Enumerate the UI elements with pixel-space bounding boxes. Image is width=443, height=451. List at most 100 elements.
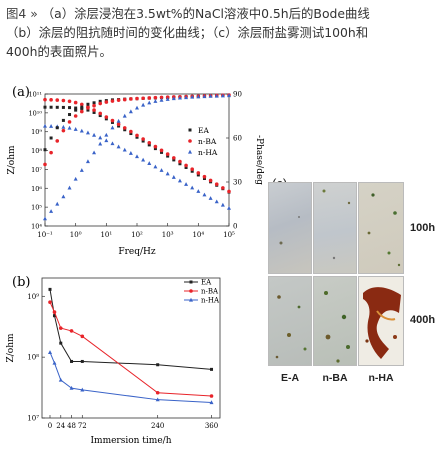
bode-point-n-BA-phase — [159, 95, 164, 100]
bode-point-EA-z — [196, 173, 200, 177]
bode-point-EA-phase — [74, 108, 78, 112]
bode-point-n-HA-z — [92, 132, 97, 137]
bode-point-n-BA-phase — [141, 96, 145, 101]
time-frame — [41, 277, 221, 419]
bode-point-EA-phase — [98, 99, 102, 103]
bode-point-n-BA-phase — [55, 139, 60, 143]
col-label-ea: E-A — [280, 372, 300, 384]
bode-legend-label: n-HA — [198, 148, 218, 157]
time-xtick-label: 0 — [48, 422, 52, 430]
bode-point-n-HA-z — [85, 130, 90, 135]
bode-point-n-BA-z — [122, 126, 127, 130]
bode-point-n-HA-phase — [214, 93, 219, 98]
bode-point-EA-z — [43, 105, 47, 109]
bode-point-n-BA-z — [80, 102, 84, 107]
caption-line-1: 图4 » （a）涂层浸泡在3.5wt%的NaCl溶液中0.5h后的Bode曲线 — [6, 4, 438, 23]
bode-xtick-label: 10⁰ — [70, 231, 82, 239]
bode-point-EA-phase — [55, 126, 59, 130]
time-point-n-HA — [48, 350, 52, 354]
bode-point-n-HA-z — [141, 157, 146, 162]
bode-point-n-HA-z — [79, 128, 84, 133]
time-xtick-label: 72 — [78, 422, 87, 430]
bode-point-n-BA-z — [73, 100, 78, 105]
bode-point-n-HA-z — [202, 192, 207, 197]
bode-point-n-BA-z — [49, 98, 53, 102]
bode-y2tick-label: 30 — [233, 179, 242, 187]
bode-legend: EA n-BA n-HA — [188, 126, 218, 157]
bode-point-n-HA-z — [190, 185, 195, 190]
bode-point-n-BA-z — [172, 156, 176, 160]
bode-point-n-HA-phase — [73, 176, 78, 181]
bode-ytick-label: 10⁷ — [31, 166, 42, 174]
time-point-n-HA — [155, 397, 160, 402]
bode-point-n-HA-z — [104, 138, 109, 143]
bode-point-EA-phase — [86, 102, 90, 106]
bode-point-EA-z — [98, 114, 102, 118]
bode-point-n-BA-phase — [86, 106, 90, 110]
bode-xlabel: Freq/Hz — [118, 247, 156, 257]
bode-point-n-HA-phase — [43, 216, 47, 221]
bode-point-n-HA-phase — [61, 194, 66, 199]
bode-point-n-BA-phase — [110, 99, 115, 103]
bode-point-n-HA-phase — [227, 93, 231, 98]
bode-point-n-BA-z — [92, 108, 96, 112]
row-label-400h: 400h — [410, 314, 436, 326]
bode-legend-marker — [188, 128, 192, 132]
time-xtick-label: 24 — [56, 422, 65, 430]
bode-legend-marker — [188, 149, 192, 154]
bode-point-n-BA-z — [178, 159, 182, 164]
bode-point-n-HA-z — [98, 135, 103, 140]
bode-point-n-BA-z — [165, 152, 170, 156]
time-point-n-BA — [80, 334, 85, 339]
bode-point-EA-z — [117, 124, 121, 128]
bode-point-n-HA-phase — [135, 105, 139, 110]
bode-point-n-BA-z — [104, 115, 109, 119]
bode-point-n-BA-phase — [147, 96, 152, 100]
bode-point-n-HA-z — [116, 144, 121, 149]
bode-point-EA-z — [110, 120, 114, 124]
bode-point-EA-z — [55, 105, 59, 109]
time-line-n-BA — [49, 302, 212, 397]
bode-point-n-BA-phase — [122, 97, 127, 102]
time-xtick-label: 240 — [151, 422, 164, 430]
bode-y2tick-label: 90 — [233, 91, 242, 99]
bode-xtick-label: 10¹ — [100, 231, 112, 239]
bode-point-n-HA-z — [208, 196, 213, 200]
bode-legend-label: n-BA — [198, 137, 217, 146]
bode-point-n-BA-z — [208, 178, 213, 183]
bode-point-n-HA-z — [73, 127, 78, 131]
bode-point-n-BA-z — [129, 129, 133, 134]
bode-point-n-HA-z — [171, 175, 176, 179]
bode-ytick-label: 10⁶ — [31, 185, 42, 193]
bode-point-n-BA-z — [190, 167, 195, 171]
bode-point-EA-z — [166, 154, 170, 158]
time-point-n-HA — [58, 377, 63, 382]
bode-point-n-HA-phase — [190, 94, 195, 99]
time-legend-label: n-HA — [201, 297, 220, 305]
figure-caption: 图4 » （a）涂层浸泡在3.5wt%的NaCl溶液中0.5h后的Bode曲线 … — [6, 4, 438, 61]
bode-point-n-HA-z — [227, 205, 231, 210]
time-legend-marker — [189, 289, 193, 293]
time-xtick-label: 48 — [67, 422, 76, 430]
bode-point-EA-z — [160, 150, 164, 154]
bode-xtick-label: 10⁴ — [192, 231, 204, 239]
row-label-100h: 100h — [410, 222, 436, 234]
bode-point-n-HA-phase — [184, 95, 189, 100]
time-xtick-label: 360 — [205, 422, 218, 430]
bode-ytick-label: 10¹¹ — [29, 91, 43, 99]
bode-point-n-HA-phase — [85, 159, 90, 164]
bode-xtick-label: 10⁻¹ — [37, 231, 53, 239]
caption-arrow: » — [30, 6, 38, 21]
bode-point-n-BA-z — [202, 174, 207, 179]
time-line-EA — [49, 289, 212, 370]
bode-point-n-HA-phase — [153, 99, 158, 103]
bode-point-n-HA-z — [177, 178, 182, 183]
bode-point-EA-phase — [61, 118, 65, 122]
bode-point-n-HA-z — [184, 182, 189, 186]
bode-point-n-BA-z — [221, 186, 225, 190]
time-xlabel: Immersion time/h — [90, 436, 171, 446]
bode-point-n-BA-z — [196, 171, 201, 175]
bode-point-EA-z — [147, 143, 151, 147]
caption-text-1: （a）涂层浸泡在3.5wt%的NaCl溶液中0.5h后的Bode曲线 — [41, 6, 370, 21]
bode-point-n-BA-phase — [98, 101, 103, 106]
